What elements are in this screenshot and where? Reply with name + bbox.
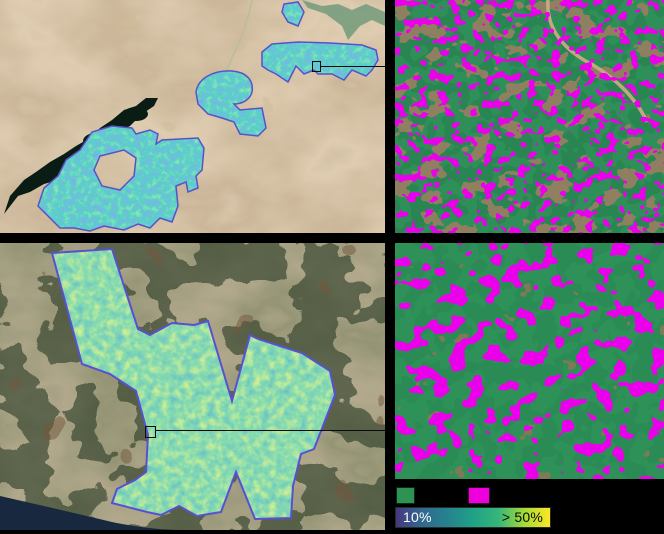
overview-map-top-canvas <box>0 0 385 233</box>
detail-map-top-panel <box>395 0 664 233</box>
detail-map-bottom-canvas <box>395 243 664 479</box>
detail-map-bottom-panel <box>395 243 664 479</box>
legend-swatch-magenta <box>468 487 490 504</box>
roi-box-bottom <box>145 426 156 438</box>
change-class-patches <box>395 0 664 233</box>
sea-water <box>0 496 185 530</box>
overview-map-bottom-panel <box>0 243 385 530</box>
overview-map-top-panel <box>0 0 385 233</box>
reservoir-water <box>302 0 385 40</box>
gradient-min-label: 10% <box>403 509 432 525</box>
overlay-outline-bottom <box>50 247 337 521</box>
change-class-patches-bottom <box>395 243 664 479</box>
legend-gradient-bar: 10% > 50% <box>395 507 551 528</box>
gradient-max-label: > 50% <box>501 509 543 525</box>
roi-connector-line-top <box>320 66 386 67</box>
roi-box-top <box>312 61 321 72</box>
lake-bulge <box>124 107 148 121</box>
legend-swatch-green <box>396 487 415 504</box>
roi-connector-line-bottom <box>155 430 386 431</box>
overlay-fill-bottom <box>52 249 335 519</box>
detail-map-top-canvas <box>395 0 664 233</box>
overview-map-bottom-canvas <box>0 243 385 530</box>
overlay-outline-group <box>37 1 379 232</box>
